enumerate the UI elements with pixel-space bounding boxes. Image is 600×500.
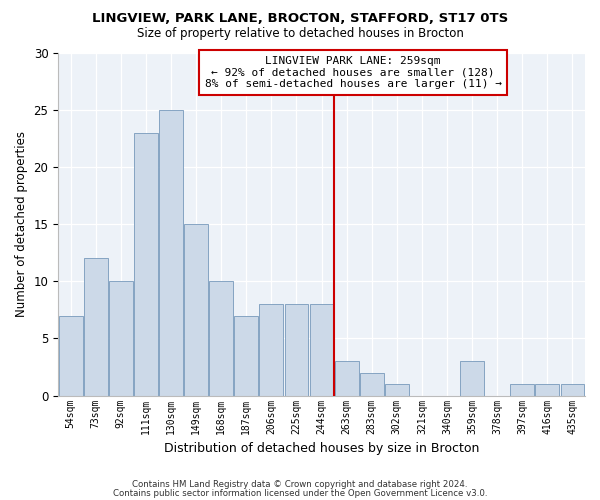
Text: Size of property relative to detached houses in Brocton: Size of property relative to detached ho… <box>137 28 463 40</box>
Bar <box>560 384 584 396</box>
Bar <box>235 316 258 396</box>
Bar <box>109 282 133 396</box>
Bar <box>535 384 559 396</box>
Bar <box>84 258 108 396</box>
Bar <box>134 132 158 396</box>
Text: LINGVIEW, PARK LANE, BROCTON, STAFFORD, ST17 0TS: LINGVIEW, PARK LANE, BROCTON, STAFFORD, … <box>92 12 508 26</box>
Text: Contains HM Land Registry data © Crown copyright and database right 2024.: Contains HM Land Registry data © Crown c… <box>132 480 468 489</box>
Bar <box>511 384 534 396</box>
Bar <box>385 384 409 396</box>
Bar <box>184 224 208 396</box>
Y-axis label: Number of detached properties: Number of detached properties <box>15 131 28 317</box>
Bar <box>259 304 283 396</box>
Bar <box>335 362 359 396</box>
Bar <box>284 304 308 396</box>
X-axis label: Distribution of detached houses by size in Brocton: Distribution of detached houses by size … <box>164 442 479 455</box>
Bar <box>159 110 183 396</box>
Bar <box>310 304 334 396</box>
Bar <box>209 282 233 396</box>
Text: Contains public sector information licensed under the Open Government Licence v3: Contains public sector information licen… <box>113 489 487 498</box>
Bar <box>460 362 484 396</box>
Text: LINGVIEW PARK LANE: 259sqm
← 92% of detached houses are smaller (128)
8% of semi: LINGVIEW PARK LANE: 259sqm ← 92% of deta… <box>205 56 502 89</box>
Bar <box>59 316 83 396</box>
Bar <box>360 373 383 396</box>
